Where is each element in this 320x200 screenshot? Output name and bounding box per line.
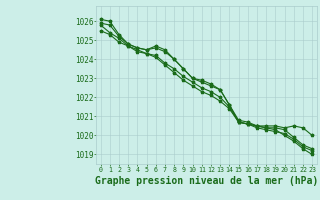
- X-axis label: Graphe pression niveau de la mer (hPa): Graphe pression niveau de la mer (hPa): [95, 176, 318, 186]
